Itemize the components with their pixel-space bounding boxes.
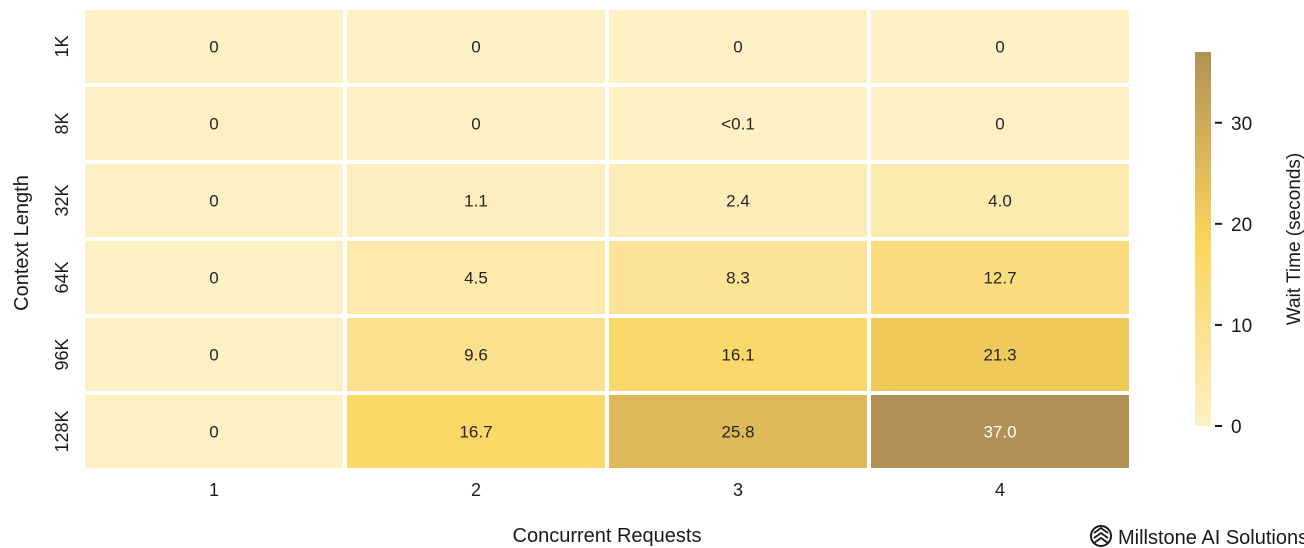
heatmap-cell [871,318,1129,391]
heatmap-cell [871,10,1129,83]
cell-value-label: 8.3 [726,269,750,288]
cell-value-label: <0.1 [721,115,755,134]
heatmap-cell [347,87,605,160]
heatmap-cell [347,395,605,468]
y-tick-label: 1K [52,35,72,57]
heatmap-cell [609,395,867,468]
heatmap-cell [609,87,867,160]
y-tick-label: 64K [52,261,72,293]
heatmap-cell [347,164,605,237]
heatmap-cell [609,318,867,391]
y-axis-title: Context Length [11,175,33,311]
colorbar-gradient [1195,52,1211,426]
colorbar-ticks: 0 10 20 30 [1215,114,1252,438]
heatmap-cell [85,241,343,314]
cell-value-label: 0 [209,346,218,365]
cell-value-label: 0 [471,38,480,57]
heatmap-cell [871,395,1129,468]
heatmap-cell [347,241,605,314]
x-tick-label: 3 [733,480,743,500]
heatmap-cell [871,164,1129,237]
x-axis-title: Concurrent Requests [513,525,702,547]
y-tick-label: 96K [52,338,72,370]
heatmap-cell [85,10,343,83]
colorbar: 0 10 20 30 Wait Time (seconds) [1195,52,1304,438]
brand-logo: Millstone AI Solutions [1090,525,1304,548]
heatmap-cell [609,164,867,237]
heatmap-cell [871,87,1129,160]
brand-text: Millstone AI Solutions [1118,527,1304,548]
cell-value-label: 0 [995,115,1004,134]
colorbar-label: Wait Time (seconds) [1284,153,1304,325]
cell-value-label: 16.7 [459,423,492,442]
cell-value-label: 0 [209,423,218,442]
cell-value-label: 4.0 [988,192,1012,211]
cell-value-label: 9.6 [464,346,488,365]
cell-value-label: 37.0 [983,423,1016,442]
cell-value-label: 0 [209,192,218,211]
heatmap-cell [85,318,343,391]
x-tick-label: 2 [471,480,481,500]
cell-value-label: 0 [733,38,742,57]
cell-value-label: 0 [209,38,218,57]
colorbar-tick-label: 20 [1231,215,1252,236]
heatmap-cell [347,318,605,391]
millstone-logo-icon [1090,525,1112,547]
heatmap-cells: 0 0 0 0 0 0 <0.1 0 0 1.1 2.4 4.0 0 4.5 8.3 12.7 0 9.6 16.1… [85,10,1129,468]
cell-value-label: 21.3 [983,346,1016,365]
heatmap-cell [85,87,343,160]
cell-value-label: 2.4 [726,192,750,211]
cell-value-label: 4.5 [464,269,488,288]
cell-value-label: 0 [209,269,218,288]
heatmap-cell [85,395,343,468]
cell-value-label: 1.1 [464,192,488,211]
cell-value-label: 0 [209,115,218,134]
cell-value-label: 16.1 [721,346,754,365]
x-tick-label: 1 [209,480,219,500]
cell-value-label: 0 [995,38,1004,57]
y-tick-label: 128K [52,410,72,452]
heatmap-cell [347,10,605,83]
heatmap-cell [609,10,867,83]
cell-value-label: 0 [471,115,480,134]
heatmap-cell [609,241,867,314]
y-tick-label: 32K [52,184,72,216]
colorbar-tick-label: 0 [1231,417,1242,438]
heatmap-cell [871,241,1129,314]
x-tick-labels: 1 2 3 4 [209,480,1005,500]
y-tick-labels: 1K 8K 32K 64K 96K 128K [52,35,72,452]
x-tick-label: 4 [995,480,1005,500]
cell-value-label: 12.7 [983,269,1016,288]
cell-value-label: 25.8 [721,423,754,442]
heatmap-cell [85,164,343,237]
colorbar-tick-label: 10 [1231,316,1252,337]
y-tick-label: 8K [52,112,72,134]
colorbar-tick-label: 30 [1231,114,1252,135]
